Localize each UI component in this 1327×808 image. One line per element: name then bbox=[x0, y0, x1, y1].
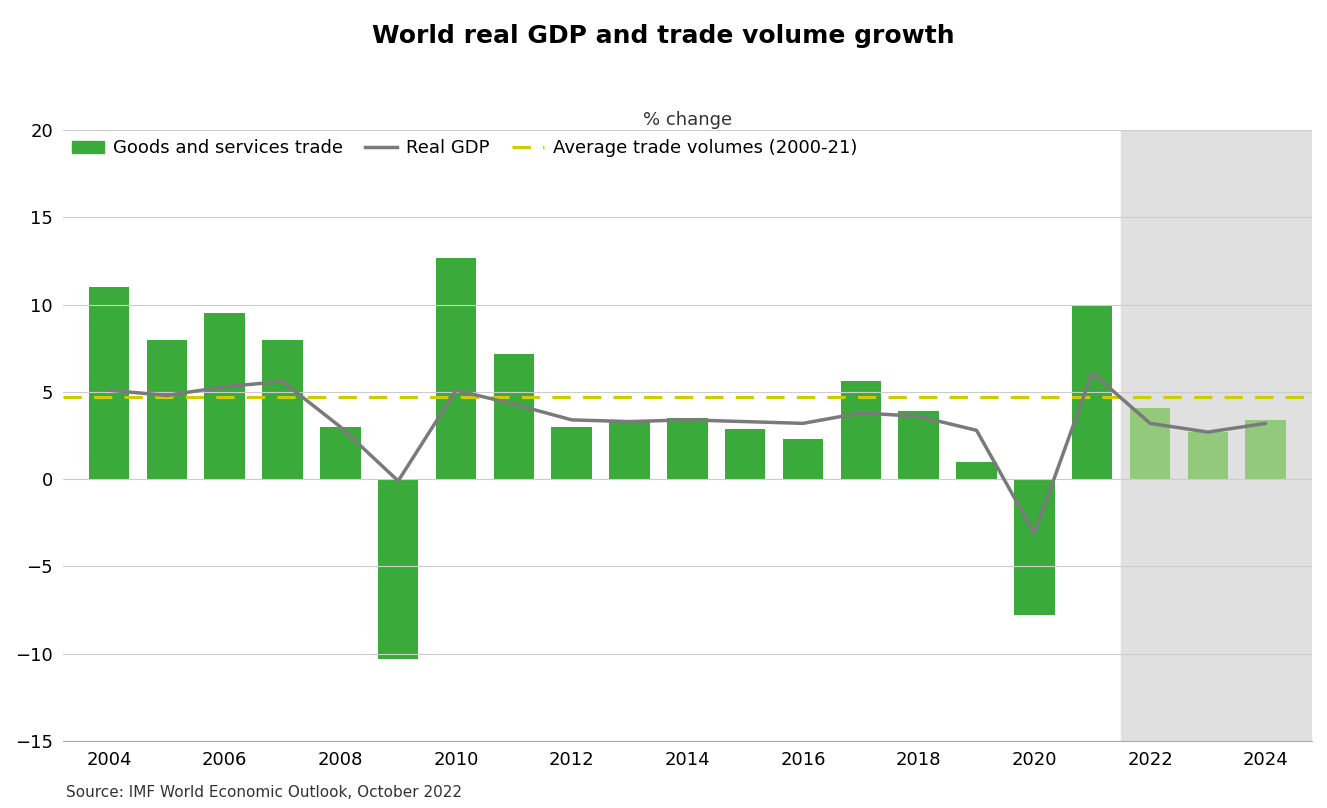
Legend: Goods and services trade, Real GDP, Average trade volumes (2000-21): Goods and services trade, Real GDP, Aver… bbox=[72, 139, 857, 157]
Bar bbox=[204, 314, 245, 479]
Bar bbox=[609, 422, 650, 479]
Bar bbox=[898, 411, 940, 479]
Bar bbox=[494, 354, 533, 479]
Bar bbox=[1072, 305, 1112, 479]
Bar bbox=[552, 427, 592, 479]
Bar bbox=[1129, 408, 1170, 479]
Bar bbox=[1014, 479, 1055, 616]
Bar bbox=[146, 339, 187, 479]
Bar bbox=[725, 428, 766, 479]
Bar bbox=[667, 418, 707, 479]
Text: Source: IMF World Economic Outlook, October 2022: Source: IMF World Economic Outlook, Octo… bbox=[66, 785, 462, 800]
Bar bbox=[840, 381, 881, 479]
Bar bbox=[1188, 432, 1227, 479]
Bar bbox=[1121, 130, 1312, 741]
Title: % change: % change bbox=[642, 111, 733, 128]
Bar bbox=[89, 287, 129, 479]
Bar bbox=[320, 427, 361, 479]
Bar bbox=[378, 479, 418, 659]
Bar bbox=[435, 258, 476, 479]
Bar bbox=[1246, 420, 1286, 479]
Text: World real GDP and trade volume growth: World real GDP and trade volume growth bbox=[372, 24, 955, 48]
Bar bbox=[263, 339, 303, 479]
Bar bbox=[783, 439, 823, 479]
Bar bbox=[957, 461, 997, 479]
